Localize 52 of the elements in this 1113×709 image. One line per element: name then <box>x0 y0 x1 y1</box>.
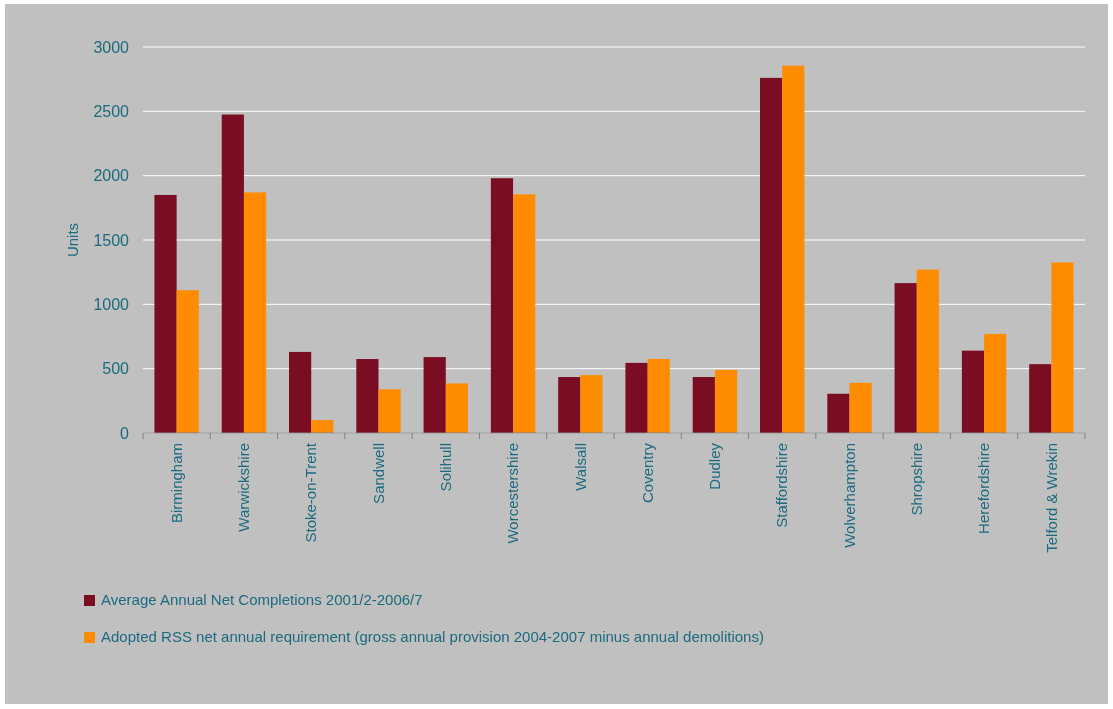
bar <box>356 359 379 433</box>
bar <box>154 194 177 433</box>
y-tick-label: 1500 <box>93 231 130 249</box>
bar <box>490 178 514 433</box>
bar <box>984 333 1007 433</box>
x-tick-label: Coventry <box>638 442 656 504</box>
bar <box>580 375 603 433</box>
bar <box>647 359 670 433</box>
legend-label: Adopted RSS net annual requirement (gross annual provision 2004-2007 minus annual demolitions) <box>101 628 764 646</box>
x-tick-label: Herefordshire <box>975 443 993 534</box>
x-tick-label: Telford & Wrekin <box>1042 443 1060 553</box>
bar <box>558 377 581 433</box>
y-tick-label: 1000 <box>93 295 130 313</box>
x-tick-label: Staffordshire <box>773 443 791 528</box>
bar <box>961 350 985 433</box>
y-tick-label: 2500 <box>93 102 130 120</box>
x-tick-label: Sandwell <box>369 443 387 504</box>
x-tick-label: Stoke-on-Trent <box>302 442 320 543</box>
y-tick-label: 0 <box>120 424 130 442</box>
y-tick-label: 3000 <box>93 38 130 56</box>
bar <box>221 114 244 433</box>
x-tick-label: Worcestershire <box>504 443 522 544</box>
x-tick-label: Shropshire <box>908 443 926 516</box>
bar <box>782 65 805 433</box>
legend-label: Average Annual Net Completions 2001/2-2006/7 <box>101 591 423 609</box>
bar <box>692 377 715 433</box>
bar <box>176 290 199 433</box>
x-tick-label: Dudley <box>706 442 724 490</box>
bar <box>849 382 872 433</box>
y-tick-label: 2000 <box>93 167 130 185</box>
bar <box>423 357 446 433</box>
x-tick-label: Warwickshire <box>235 443 253 532</box>
bar <box>311 420 334 433</box>
bar <box>378 389 401 433</box>
bar <box>625 362 648 433</box>
bar <box>827 393 850 433</box>
bar <box>445 383 468 433</box>
x-tick-label: Wolverhampton <box>840 443 858 548</box>
bar <box>513 194 536 433</box>
bar <box>714 369 738 433</box>
bar <box>1029 364 1052 433</box>
bar <box>243 192 267 433</box>
bar <box>289 351 312 433</box>
y-axis-title: Units <box>64 222 81 258</box>
y-tick-label: 500 <box>102 360 130 378</box>
bar <box>1051 262 1074 433</box>
x-tick-label: Walsall <box>571 443 589 491</box>
bar <box>916 269 939 433</box>
x-tick-label: Solihull <box>437 443 455 492</box>
bar <box>760 77 783 433</box>
x-tick-label: Birmingham <box>167 443 185 524</box>
bar <box>894 283 917 433</box>
